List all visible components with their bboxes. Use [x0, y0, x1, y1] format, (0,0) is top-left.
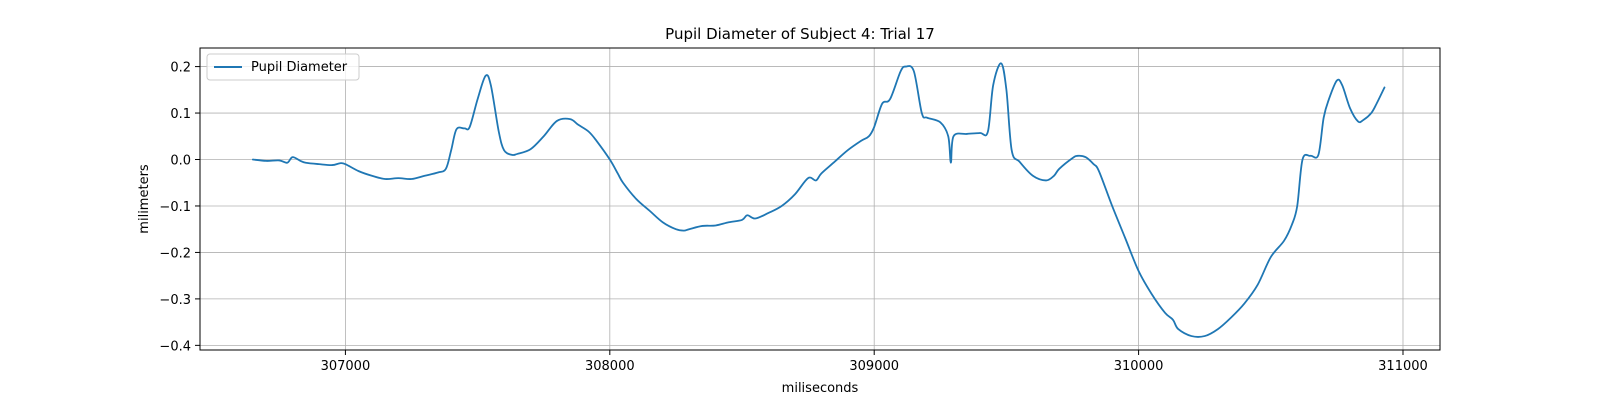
y-axis-label: milimeters	[137, 164, 152, 234]
data-layer	[251, 62, 1386, 338]
x-tick-label: 311000	[1378, 359, 1428, 374]
legend-entry-pupil-diameter: Pupil Diameter	[251, 60, 348, 75]
x-tick-label: 310000	[1114, 359, 1164, 374]
chart-title: Pupil Diameter of Subject 4: Trial 17	[665, 25, 935, 43]
y-tick-label: −0.2	[159, 246, 191, 261]
y-tick-label: 0.1	[170, 107, 191, 122]
y-tick-label: 0.0	[170, 154, 191, 169]
legend-box	[206, 53, 360, 81]
y-tick-label: −0.4	[159, 339, 191, 354]
x-axis: 307000 308000 309000 310000 311000	[321, 350, 1428, 374]
y-tick-label: −0.3	[159, 293, 191, 308]
y-tick-label: 0.2	[170, 61, 191, 76]
x-tick-label: 309000	[849, 359, 899, 374]
y-tick-label: −0.1	[159, 200, 191, 215]
plot-frame	[199, 47, 1441, 351]
x-axis-label: miliseconds	[782, 381, 859, 396]
y-axis: −0.4 −0.3 −0.2 −0.1 0.0 0.1 0.2	[159, 61, 200, 354]
x-tick-label: 307000	[321, 359, 371, 374]
grid	[200, 48, 1440, 350]
series-line-pupil-diameter	[251, 62, 1386, 338]
legend: Pupil Diameter	[206, 53, 360, 81]
x-tick-label: 308000	[585, 359, 635, 374]
